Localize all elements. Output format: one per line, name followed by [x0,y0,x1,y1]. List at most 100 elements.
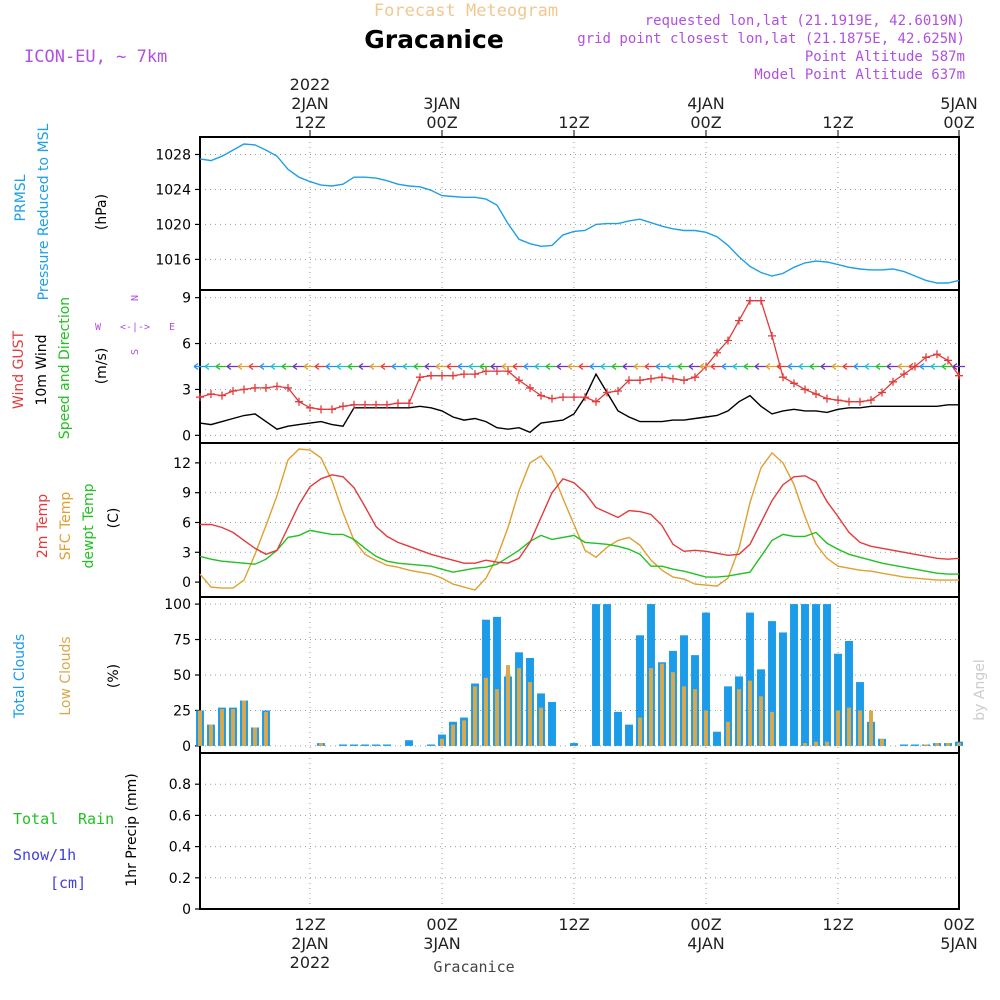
total-clouds-bar [823,604,831,746]
wind-direction-arrow [435,363,448,370]
wind-gust-marker [383,400,391,409]
wind-direction-arrow [589,363,602,370]
wind-panel-labels: Wind GUST 10m Wind Speed and Direction (… [11,295,175,439]
temp-unit: (C) [106,508,122,529]
top-time-label: 3JAN [423,94,461,113]
total-clouds-bar [746,612,754,746]
low-clouds-label: Low Clouds [58,636,74,715]
wind-gust-marker [405,399,413,408]
wind-gust-marker [427,371,435,380]
wind-direction-arrow [259,363,272,370]
low-clouds-bar [770,711,774,746]
wind-direction-arrow [303,363,316,370]
wind-gust-marker [504,367,512,376]
wind-direction-arrow [710,363,723,370]
wind-gust-marker [779,373,787,382]
low-clouds-bar [880,738,884,746]
compass-rose: N S W E <-|-> [95,295,175,355]
wind-direction-arrow [424,363,437,370]
total-clouds-bar [339,744,347,746]
wind-direction-arrow [655,363,668,370]
wind-direction-arrow [512,363,525,370]
wind-gust-marker [328,405,336,414]
low-clouds-bar [517,667,521,746]
compass-n: N [130,295,141,301]
wind-gust-marker [273,382,281,391]
wind-gust-marker [746,296,754,305]
wind-gust-marker [647,374,655,383]
wind-direction-arrow [490,363,503,370]
y-tick-label: 1024 [155,182,191,198]
wind-gust-marker [625,376,633,385]
total-clouds-bar [845,640,853,746]
total-clouds-bar [548,701,556,746]
wind-gust-marker [372,400,380,409]
wind-direction-arrow [380,363,393,370]
wind-gust-marker [317,405,325,414]
wind-direction-arrow [402,363,415,370]
closest-coords: grid point closest lon,lat (21.1875E, 42… [577,31,965,47]
bottom-time-label: 00Z [943,915,974,934]
wind-direction-arrow [204,363,217,370]
low-clouds-bar [484,677,488,746]
wind-direction-arrow [336,363,349,370]
wind-direction-arrow [952,363,965,370]
wind-direction-arrow [270,363,283,370]
bottom-time-label: 5JAN [940,934,978,953]
wind-direction-arrow [325,363,338,370]
y-tick-label: 9 [182,291,191,307]
wind-gust-marker [757,296,765,305]
wind-direction-arrow [633,363,646,370]
wind-direction-arrow [215,363,228,370]
wind-direction-arrow [644,363,657,370]
total-clouds-bar [768,621,776,746]
wind-gust-marker [713,348,721,357]
wind-direction-arrow [677,363,690,370]
total-clouds-bar [713,731,721,746]
wind-direction-arrow [809,363,822,370]
requested-coords: requested lon,lat (21.1919E, 42.6019N) [645,13,965,29]
low-clouds-bar [957,743,961,746]
low-clouds-bar [242,700,246,746]
top-time-label: 00Z [426,113,457,132]
wind-gust-marker [658,373,666,382]
bottom-time-label: 2JAN [291,934,329,953]
wind-gust-marker [394,399,402,408]
wind-direction-arrow [853,363,866,370]
wind-10m-label: 10m Wind [34,334,50,405]
wind-gust-marker [933,350,941,359]
low-clouds-bar [825,741,829,746]
low-clouds-bar [638,717,642,746]
dewpoint-line [199,529,959,578]
pressure-line [199,143,960,284]
precip-panel: 0 0.2 0.4 0.6 0.8 [169,752,960,918]
pressure-unit: (hPa) [94,194,110,230]
wind-gust-marker [515,376,523,385]
y-tick-label: 9 [182,486,191,502]
wind-gust-marker [944,356,952,365]
low-clouds-bar [209,724,213,746]
wind-gust-marker [262,383,270,392]
temp-2m-label: 2m Temp [35,494,51,558]
wind-direction-arrow [721,363,734,370]
total-clouds-bar [614,711,622,746]
low-clouds-bar [935,743,939,746]
low-clouds-bar [451,724,455,746]
total-clouds-bar [427,744,435,746]
wind-direction-arrow [556,363,569,370]
wind-direction-arrow [446,363,459,370]
wind-gust-marker [306,403,314,412]
bottom-time-label: 2022 [290,953,331,972]
wind-direction-arrow [688,363,701,370]
total-clouds-label: Total Clouds [12,634,28,719]
wind-direction-arrow [765,363,778,370]
low-clouds-bar [473,686,477,746]
total-clouds-bar [493,616,501,746]
wind-direction-arrow [831,363,844,370]
compass-arrows: <-|-> [120,322,150,333]
wind-gust-marker [482,367,490,376]
total-clouds-bar [570,743,578,746]
credit-watermark: by Angel [972,659,988,720]
wind-direction-arrow [699,363,712,370]
